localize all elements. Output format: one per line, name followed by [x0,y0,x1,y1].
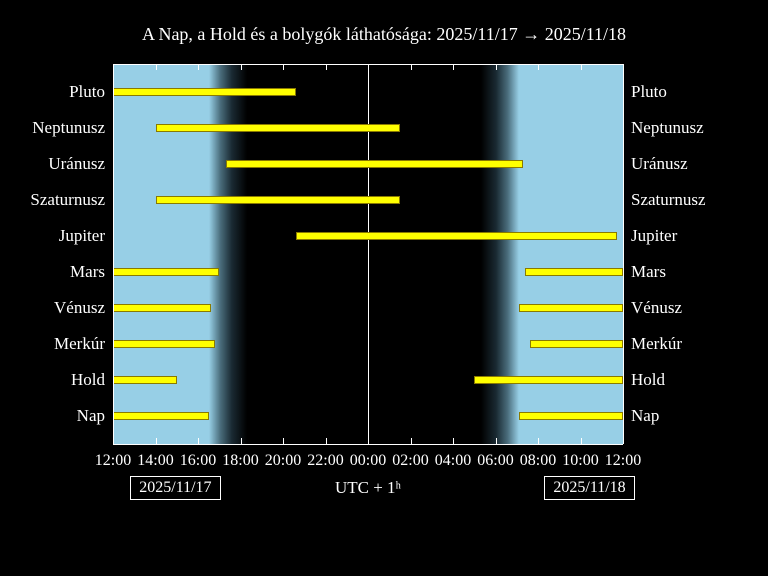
body-label-left: Nap [0,406,105,426]
plot-area [113,64,623,444]
x-tick-label: 20:00 [265,452,301,470]
visibility-bar [226,160,524,168]
body-label-left: Szaturnusz [0,190,105,210]
body-label-left: Neptunusz [0,118,105,138]
chart-container: A Nap, a Hold és a bolygók láthatósága: … [0,0,768,576]
x-tick-label: 04:00 [435,452,471,470]
body-label-right: Szaturnusz [631,190,706,210]
chart-title: A Nap, a Hold és a bolygók láthatósága: … [0,24,768,45]
x-tick-label: 16:00 [180,452,216,470]
visibility-bar [519,304,623,312]
date-right-box: 2025/11/18 [544,476,634,500]
body-label-left: Mars [0,262,105,282]
x-tick-label: 18:00 [222,452,258,470]
x-tick-label: 12:00 [95,452,131,470]
x-tick-label: 02:00 [392,452,428,470]
body-label-left: Merkúr [0,334,105,354]
body-label-left: Jupiter [0,226,105,246]
body-label-right: Hold [631,370,665,390]
visibility-bar [296,232,617,240]
visibility-bar [156,124,400,132]
x-tick-label: 08:00 [520,452,556,470]
body-label-right: Uránusz [631,154,688,174]
x-tick-label: 00:00 [350,452,386,470]
timezone-label: UTC + 1ʰ [335,478,401,498]
visibility-bar [113,376,177,384]
body-label-left: Hold [0,370,105,390]
body-label-right: Pluto [631,82,667,102]
x-tick-label: 10:00 [562,452,598,470]
body-label-right: Merkúr [631,334,682,354]
visibility-bar [474,376,623,384]
body-label-left: Pluto [0,82,105,102]
visibility-bar [113,412,209,420]
x-tick-label: 06:00 [477,452,513,470]
body-label-right: Nap [631,406,659,426]
visibility-bar [156,196,400,204]
body-label-right: Mars [631,262,666,282]
visibility-bar [113,304,211,312]
x-tick-label: 12:00 [605,452,641,470]
date-left-box: 2025/11/17 [130,476,220,500]
body-label-right: Neptunusz [631,118,704,138]
body-label-right: Vénusz [631,298,682,318]
x-tick-label: 22:00 [307,452,343,470]
body-label-right: Jupiter [631,226,677,246]
visibility-bar [519,412,623,420]
x-tick-label: 14:00 [137,452,173,470]
body-label-left: Vénusz [0,298,105,318]
visibility-bar [530,340,624,348]
visibility-bar [113,88,296,96]
visibility-bar [113,340,215,348]
visibility-bar [113,268,219,276]
visibility-bar [525,268,623,276]
body-label-left: Uránusz [0,154,105,174]
